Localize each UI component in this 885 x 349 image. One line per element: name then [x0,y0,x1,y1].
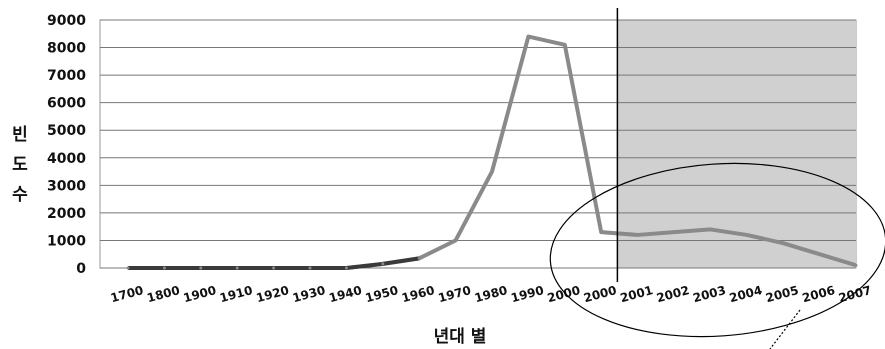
x-tick-label: 1900 [182,283,218,305]
x-tick-label: 1700 [109,283,145,305]
annotation-ellipse [549,162,885,349]
data-point [818,252,822,256]
x-tick-label: 2006 [801,283,837,305]
y-axis-title-char: 빈 [12,125,28,145]
y-tick-label: 8000 [47,41,86,57]
y-tick-labels: 0 1000 2000 3000 4000 5000 6000 7000 8000 9000 [47,13,86,277]
y-tick-label: 4000 [47,151,86,167]
y-tick-label: 0 [76,261,86,277]
x-axis-title: 년대 별 [434,327,487,347]
data-point [381,262,385,266]
x-tick-label: 1940 [327,283,363,305]
data-point [126,266,130,270]
ellipse-outline [549,162,885,338]
data-point [708,227,712,231]
x-tick-labels: 1700 1800 1900 1910 1920 1930 1940 1950 1960 1970… [109,283,873,305]
x-tick-label: 1980 [473,283,509,305]
x-tick-label: 1970 [437,283,473,305]
data-point [199,266,203,270]
x-tick-label: 2004 [728,283,764,305]
x-tick-label: 1950 [364,283,400,305]
x-tick-label: 2002 [655,283,691,305]
x-tick-label: 1990 [509,283,545,305]
data-point [235,266,239,270]
y-tick-label: 1000 [47,233,86,249]
x-tick-label: 1800 [145,283,181,305]
x-tick-label: 2000 [582,283,618,305]
x-tick-label: 1930 [291,283,327,305]
data-point [454,238,458,242]
y-tick-label: 9000 [47,13,86,29]
series-line [126,34,858,270]
y-tick-label: 5000 [47,123,86,139]
data-point [490,170,494,174]
shaded-rect [617,20,856,268]
dotted-pointer [769,309,801,349]
y-tick-label: 6000 [47,96,86,112]
data-point [308,266,312,270]
data-point [162,266,166,270]
data-point [636,233,640,237]
x-tick-label: 2000 [546,283,582,305]
y-axis-title-char: 수 [12,185,28,205]
y-axis-title-char: 도 [12,155,28,175]
y-tick-label: 2000 [47,206,86,222]
data-point [781,241,785,245]
data-point [344,266,348,270]
data-point [672,230,676,234]
x-tick-label: 2003 [691,283,727,305]
y-tick-label: 7000 [47,68,86,84]
data-point [745,233,749,237]
data-point [563,43,567,47]
x-tick-label: 1910 [218,283,254,305]
shaded-region [617,20,856,268]
x-tick-label: 1960 [400,283,436,305]
x-tick-label: 1920 [255,283,291,305]
data-point [272,266,276,270]
x-tick-label: 2005 [764,283,800,305]
y-tick-label: 3000 [47,178,86,194]
x-tick-label: 2001 [619,283,655,305]
data-point [417,256,421,260]
data-point [526,35,530,39]
data-point [599,230,603,234]
y-axis-title: 빈도수 [12,125,28,205]
data-point [854,263,858,267]
